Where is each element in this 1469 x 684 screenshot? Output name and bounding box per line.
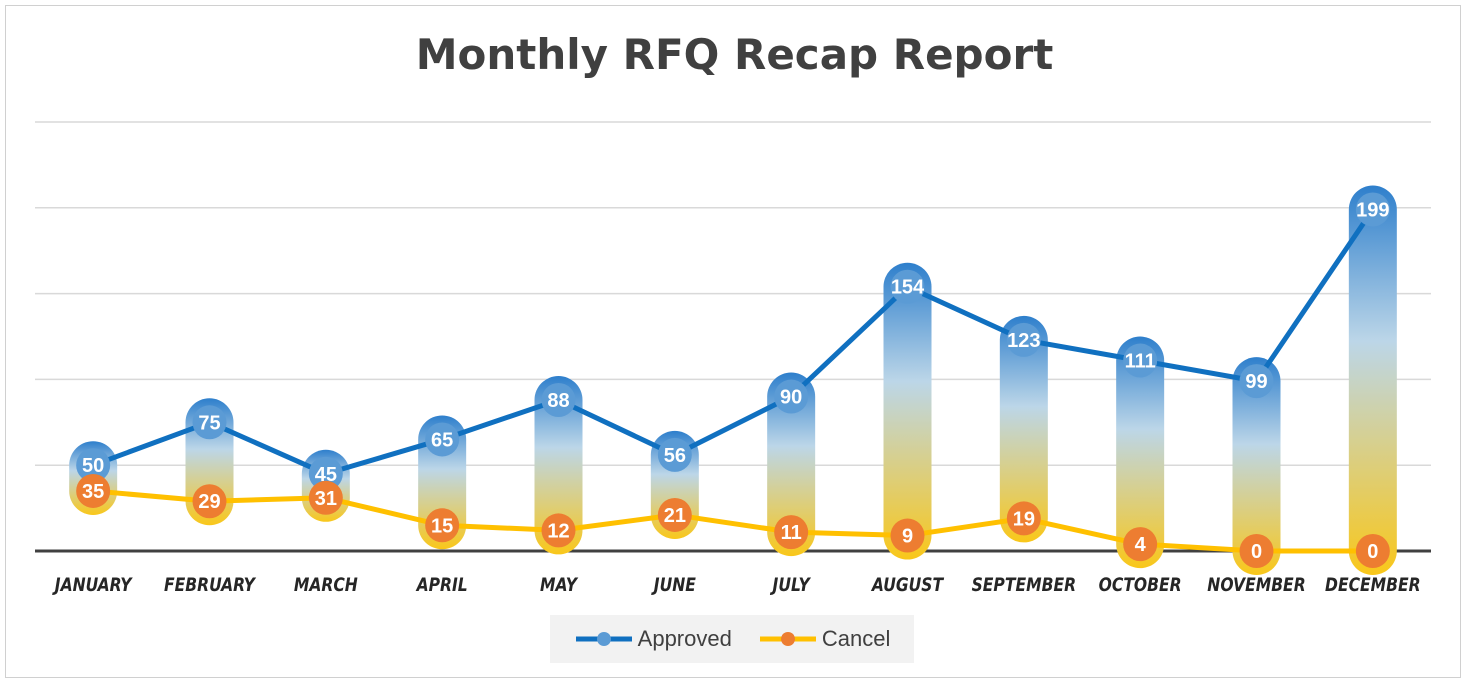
data-label-cancel: 31	[315, 488, 337, 510]
data-label-approved: 123	[1007, 330, 1040, 352]
data-label-approved: 111	[1125, 351, 1156, 373]
up-down-bar	[534, 375, 583, 555]
data-label-approved: 99	[1245, 371, 1267, 393]
x-tick-label: FEBRUARY	[164, 575, 257, 597]
up-down-bar	[883, 262, 932, 560]
x-tick-label: MAY	[540, 575, 579, 597]
series-line-approved	[92, 208, 1375, 477]
data-label-approved: 56	[664, 445, 686, 467]
data-label-approved: 75	[198, 412, 220, 434]
data-point-approved	[192, 405, 227, 440]
data-label-cancel: 4	[1135, 534, 1147, 556]
data-point-approved	[1239, 364, 1274, 399]
x-tick-label: SEPTEMBER	[972, 575, 1076, 597]
data-label-cancel: 0	[1251, 541, 1262, 563]
data-label-cancel: 15	[431, 515, 453, 537]
data-label-approved: 65	[431, 429, 453, 451]
data-point-approved	[425, 422, 460, 457]
chart-legend: Approved Cancel	[550, 615, 914, 663]
data-point-approved	[890, 269, 925, 304]
data-point-cancel	[308, 480, 343, 515]
x-tick-label: JUNE	[651, 575, 696, 597]
up-down-bar	[1232, 357, 1281, 575]
data-point-cancel	[76, 473, 111, 508]
data-point-cancel	[774, 515, 809, 550]
data-point-cancel	[425, 508, 460, 543]
up-down-bar	[1348, 185, 1397, 576]
data-label-cancel: 11	[781, 522, 802, 544]
x-tick-label: NOVEMBER	[1207, 575, 1305, 597]
data-point-approved	[1006, 322, 1041, 357]
legend-swatch-approved	[575, 632, 632, 646]
legend-item-approved: Approved	[574, 626, 732, 652]
data-label-approved: 90	[780, 387, 802, 409]
up-down-bar	[1116, 336, 1165, 569]
data-point-cancel	[1355, 534, 1390, 568]
data-point-approved	[76, 448, 111, 483]
data-point-cancel	[890, 518, 925, 553]
x-tick-label: AUGUST	[870, 575, 944, 597]
data-point-approved	[1123, 343, 1158, 378]
chart-title: Monthly RFQ Recap Report	[415, 30, 1054, 79]
data-point-approved	[1355, 192, 1390, 227]
data-label-cancel: 21	[664, 505, 686, 527]
data-label-approved: 88	[547, 390, 569, 412]
data-label-cancel: 35	[82, 481, 104, 503]
up-down-bar	[999, 315, 1048, 543]
data-label-cancel: 19	[1013, 508, 1035, 530]
data-label-cancel: 29	[198, 491, 220, 513]
chart-frame	[5, 5, 1461, 678]
x-tick-label: OCTOBER	[1099, 575, 1182, 597]
data-point-cancel	[1239, 534, 1274, 568]
data-point-approved	[541, 382, 576, 417]
data-label-approved: 45	[315, 464, 337, 486]
data-label-approved: 199	[1356, 200, 1389, 222]
legend-label-cancel: Cancel	[821, 626, 891, 651]
data-label-cancel: 0	[1367, 541, 1378, 563]
legend-label-approved: Approved	[637, 626, 732, 651]
x-tick-label: MARCH	[294, 575, 358, 597]
data-label-approved: 154	[891, 277, 925, 299]
data-label-cancel: 12	[547, 520, 569, 542]
x-tick-label: JANUARY	[52, 575, 134, 597]
legend-item-cancel: Cancel	[758, 626, 890, 652]
x-tick-label: DECEMBER	[1325, 575, 1421, 597]
data-point-approved	[308, 456, 343, 491]
data-point-cancel	[192, 484, 227, 519]
data-label-cancel: 9	[902, 526, 913, 548]
series-line-cancel	[92, 488, 1373, 554]
data-point-cancel	[1006, 501, 1041, 536]
data-point-cancel	[657, 497, 692, 532]
x-tick-label: APRIL	[415, 575, 468, 597]
data-point-approved	[774, 379, 809, 414]
data-point-approved	[657, 437, 692, 472]
data-point-cancel	[1123, 527, 1158, 562]
legend-swatch-cancel	[759, 632, 816, 646]
data-point-cancel	[541, 513, 576, 548]
x-tick-label: JULY	[770, 575, 812, 597]
data-label-approved: 50	[82, 455, 104, 477]
up-down-bar	[767, 372, 816, 557]
